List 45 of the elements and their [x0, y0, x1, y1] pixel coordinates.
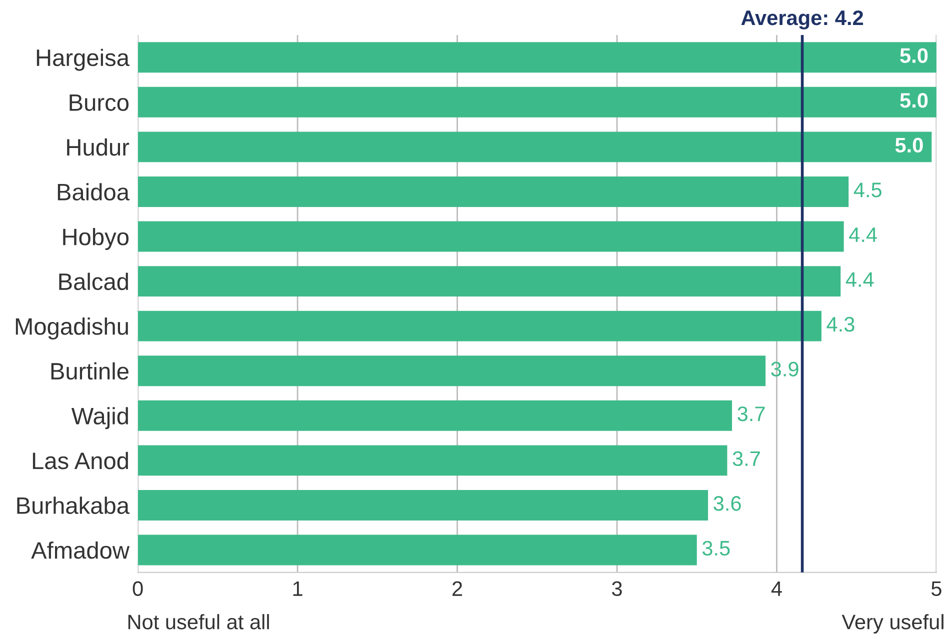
bar	[138, 132, 932, 162]
x-tick-label: 4	[771, 582, 782, 596]
x-tick-label: 1	[293, 582, 302, 596]
data-label: 4.4	[849, 228, 877, 242]
bar	[138, 86, 936, 118]
bar	[138, 310, 822, 342]
y-tick-label: Balcad	[59, 272, 128, 290]
y-tick-label: Las Anod	[32, 452, 128, 470]
data-label: 5.0	[895, 138, 923, 153]
data-label: 4.3	[826, 316, 854, 332]
y-tick-label: Burhakaba	[17, 496, 130, 514]
y-tick-label: Mogadishu	[16, 318, 128, 340]
y-tick-label: Baidoa	[58, 183, 130, 201]
y-tick-label: Hudur	[67, 138, 130, 156]
bar	[138, 266, 841, 297]
data-label: 3.7	[738, 406, 765, 422]
x-tick-label: 3	[612, 581, 622, 596]
data-label: 4.4	[846, 272, 874, 287]
bar	[138, 42, 936, 73]
y-tick-label: Afmadow	[31, 541, 130, 559]
bar	[138, 356, 766, 386]
data-label: 4.5	[854, 182, 882, 198]
bar	[138, 221, 844, 252]
data-label: 3.5	[702, 540, 730, 556]
x-tick-label: 2	[452, 581, 462, 596]
data-label: 3.9	[771, 362, 798, 376]
x-tick-label: 5	[931, 582, 942, 596]
bar	[138, 445, 728, 476]
data-label: 5.0	[900, 48, 928, 63]
data-label: 3.6	[714, 496, 741, 511]
y-tick-label: Hobyo	[63, 228, 129, 250]
x-tick-label: 0	[132, 581, 143, 596]
y-tick-label: Wajid	[71, 407, 128, 430]
y-tick-label: Burtinle	[51, 362, 128, 380]
bar	[138, 490, 708, 520]
y-tick-label: Hargeisa	[36, 48, 130, 71]
ref-line-label: Average: 4.2	[741, 10, 864, 30]
text: Very useful	[842, 614, 944, 634]
text: Not useful at all	[128, 614, 269, 630]
bar	[138, 400, 732, 431]
bar	[138, 534, 697, 566]
data-label: 5.0	[900, 92, 928, 108]
bar	[138, 176, 849, 207]
data-label: 3.7	[732, 451, 760, 466]
y-tick-label: Burco	[70, 94, 129, 111]
